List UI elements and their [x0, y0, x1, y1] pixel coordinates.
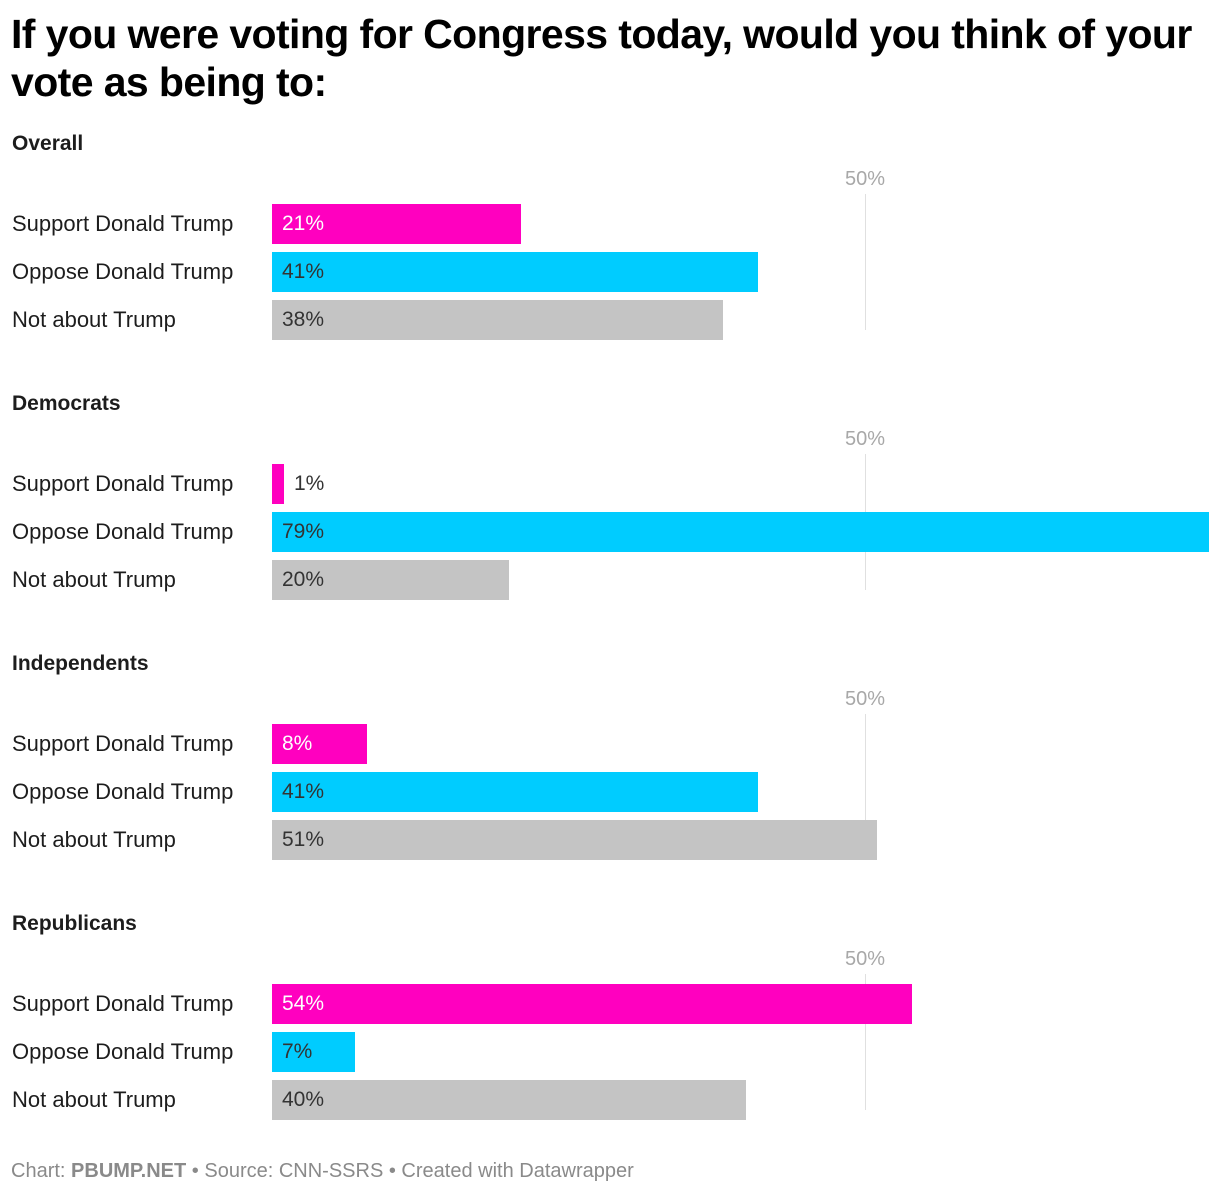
row-label: Support Donald Trump — [12, 471, 234, 496]
row-label: Support Donald Trump — [12, 731, 234, 756]
bar-value-label: 21% — [282, 212, 325, 235]
bar-value-label: 51% — [282, 828, 325, 851]
row-label: Support Donald Trump — [12, 211, 234, 236]
footer-chart-credit: PBUMP.NET — [71, 1160, 187, 1182]
panel-democrats: Democrats 50% Support Donald Trump 1% Oppose… — [0, 392, 1220, 652]
bar-oppose — [272, 772, 758, 812]
footer-chart-prefix: Chart: — [11, 1160, 72, 1182]
bar-row-oppose: Oppose Donald Trump 7% — [0, 1032, 1220, 1072]
bar-row-not_about: Not about Trump 40% — [0, 1080, 1220, 1120]
bar-row-support: Support Donald Trump 54% — [0, 984, 1220, 1024]
panel-independents: Independents 50% Support Donald Trump 8% Opp… — [0, 652, 1220, 912]
row-label: Oppose Donald Trump — [12, 779, 234, 804]
bar-oppose — [272, 252, 758, 292]
row-label: Not about Trump — [12, 827, 176, 852]
bar-not_about — [272, 820, 877, 860]
gridline-50 — [865, 714, 866, 850]
row-label: Support Donald Trump — [12, 991, 234, 1016]
bar-value-label: 54% — [282, 992, 325, 1015]
panel-title: Independents — [12, 652, 149, 675]
bar-row-support: Support Donald Trump 21% — [0, 204, 1220, 244]
row-label: Not about Trump — [12, 567, 176, 592]
bar-value-label: 41% — [282, 260, 325, 283]
row-label: Oppose Donald Trump — [12, 259, 234, 284]
gridline-50 — [865, 194, 866, 330]
bar-value-label: 20% — [282, 568, 325, 591]
bar-support — [272, 464, 284, 504]
bar-row-support: Support Donald Trump 1% — [0, 464, 1220, 504]
row-label: Oppose Donald Trump — [12, 1039, 234, 1064]
tick-label-50: 50% — [844, 428, 886, 450]
row-label: Not about Trump — [12, 1087, 176, 1112]
bar-value-label: 38% — [282, 308, 325, 331]
row-label: Not about Trump — [12, 307, 176, 332]
bar-row-oppose: Oppose Donald Trump 41% — [0, 772, 1220, 812]
bar-value-label: 40% — [282, 1088, 325, 1111]
panel-title: Overall — [12, 132, 84, 155]
bar-support — [272, 984, 912, 1024]
bar-row-support: Support Donald Trump 8% — [0, 724, 1220, 764]
bar-oppose — [272, 1032, 355, 1072]
tick-label-50: 50% — [844, 168, 886, 190]
footer-source: • Source: CNN-SSRS • Created with Datawr… — [186, 1160, 634, 1182]
panel-overall: Overall 50% Support Donald Trump 21% Oppose … — [0, 132, 1220, 392]
panel-title: Republicans — [12, 912, 137, 935]
panel-republicans: Republicans 50% Support Donald Trump 54% Opp… — [0, 912, 1220, 1172]
tick-label-50: 50% — [844, 948, 886, 970]
chart-title: If you were voting for Congress today, w… — [11, 11, 1192, 105]
bar-row-oppose: Oppose Donald Trump 41% — [0, 252, 1220, 292]
bar-row-not_about: Not about Trump 38% — [0, 300, 1220, 340]
bar-value-label: 41% — [282, 780, 325, 803]
gridline-50 — [865, 974, 866, 1110]
tick-label-50: 50% — [844, 688, 886, 710]
row-label: Oppose Donald Trump — [12, 519, 234, 544]
bar-value-label: 7% — [282, 1040, 313, 1063]
bar-row-not_about: Not about Trump 51% — [0, 820, 1220, 860]
bar-row-not_about: Not about Trump 20% — [0, 560, 1220, 600]
bar-oppose — [272, 512, 1209, 552]
bar-support — [272, 204, 521, 244]
panel-title: Democrats — [12, 392, 121, 415]
chart-footer: Chart: PBUMP.NET • Source: CNN-SSRS • Cr… — [11, 1160, 634, 1183]
bar-not_about — [272, 1080, 746, 1120]
bar-value-label: 8% — [282, 732, 313, 755]
bar-support — [272, 724, 367, 764]
bar-value-label: 79% — [282, 520, 325, 543]
bar-not_about — [272, 560, 509, 600]
bar-value-label: 1% — [294, 472, 325, 495]
bar-row-oppose: Oppose Donald Trump 79% — [0, 512, 1220, 552]
bar-not_about — [272, 300, 723, 340]
